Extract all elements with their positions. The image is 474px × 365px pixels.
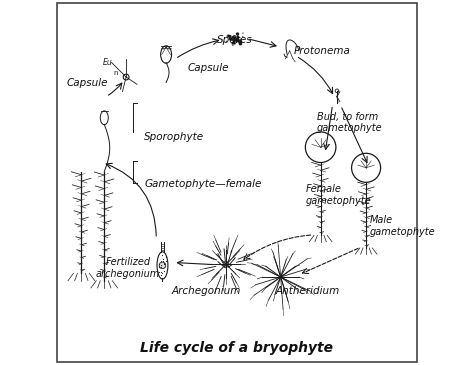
Text: n: n xyxy=(113,70,118,76)
Circle shape xyxy=(232,45,234,46)
Text: Sporophyte: Sporophyte xyxy=(144,132,204,142)
Text: Bud, to form
gametophyte: Bud, to form gametophyte xyxy=(317,112,383,133)
Circle shape xyxy=(233,42,236,45)
Circle shape xyxy=(226,35,228,37)
Circle shape xyxy=(223,261,229,267)
Text: Gametophyte—female: Gametophyte—female xyxy=(144,179,262,189)
Circle shape xyxy=(237,39,240,42)
Text: Archegonium: Archegonium xyxy=(172,286,241,296)
Circle shape xyxy=(236,38,239,42)
Text: Male
gametophyte: Male gametophyte xyxy=(370,215,435,237)
Circle shape xyxy=(240,38,242,40)
Circle shape xyxy=(234,36,236,37)
Text: Life cycle of a bryophyte: Life cycle of a bryophyte xyxy=(140,341,334,355)
Circle shape xyxy=(230,38,233,41)
Text: Fertilized
archegonium: Fertilized archegonium xyxy=(96,257,160,278)
Text: Female
gametophyte: Female gametophyte xyxy=(306,184,372,206)
Circle shape xyxy=(236,32,239,36)
Circle shape xyxy=(239,42,242,46)
Text: Spores: Spores xyxy=(218,35,253,45)
Circle shape xyxy=(238,41,242,44)
Text: Eu: Eu xyxy=(103,58,113,67)
Circle shape xyxy=(232,35,237,39)
Circle shape xyxy=(227,34,230,38)
Text: Protonema: Protonema xyxy=(293,46,350,56)
Text: Antheridium: Antheridium xyxy=(275,286,339,296)
Circle shape xyxy=(242,32,244,34)
Text: Capsule: Capsule xyxy=(188,62,229,73)
Circle shape xyxy=(238,40,242,43)
Circle shape xyxy=(229,38,232,41)
Circle shape xyxy=(226,41,227,42)
Circle shape xyxy=(159,262,166,269)
Circle shape xyxy=(237,35,239,39)
Circle shape xyxy=(231,42,234,45)
Circle shape xyxy=(228,35,232,38)
Circle shape xyxy=(232,38,236,42)
Circle shape xyxy=(242,36,244,37)
Circle shape xyxy=(232,36,235,39)
Text: Capsule: Capsule xyxy=(66,77,108,88)
Circle shape xyxy=(235,39,238,42)
Circle shape xyxy=(236,42,237,43)
Circle shape xyxy=(239,40,242,43)
